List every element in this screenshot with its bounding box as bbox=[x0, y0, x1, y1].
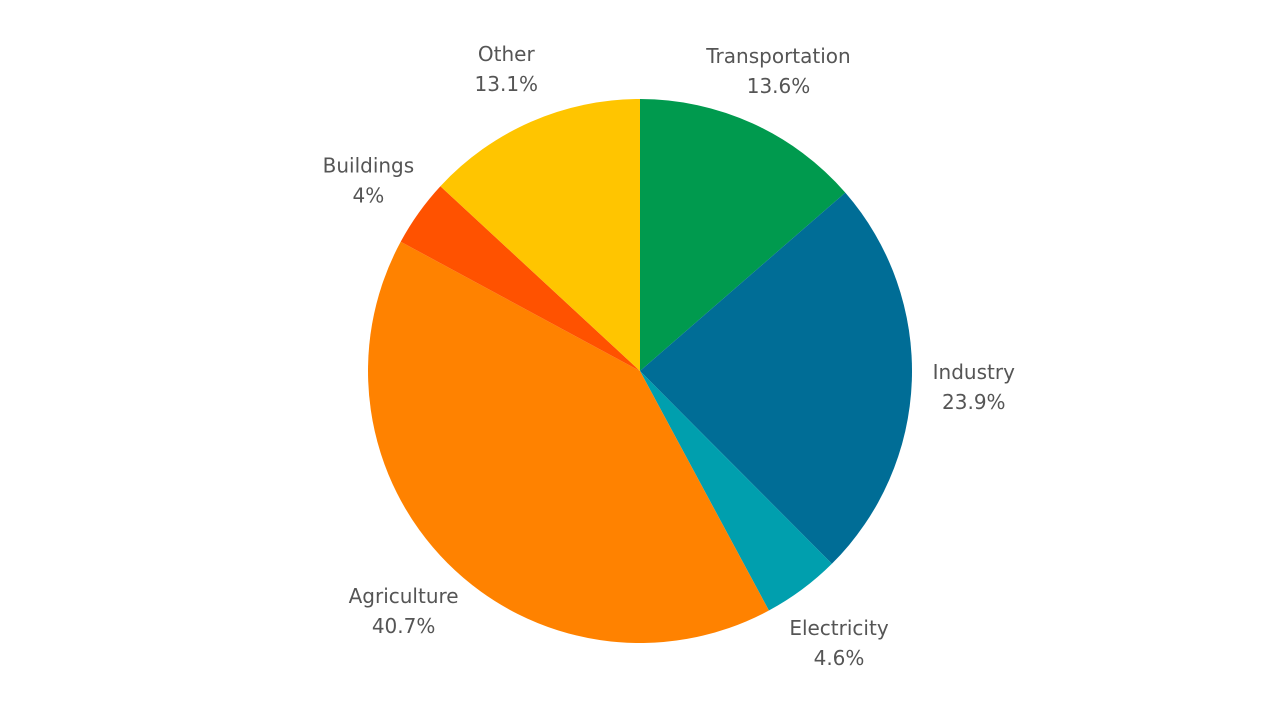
slice-label-electricity: Electricity bbox=[789, 616, 889, 640]
slice-value-industry: 23.9% bbox=[942, 390, 1006, 414]
pie-slice-electricity bbox=[640, 371, 832, 611]
slice-label-transportation: Transportation bbox=[705, 44, 850, 68]
slice-label-industry: Industry bbox=[933, 360, 1015, 384]
slice-label-other: Other bbox=[478, 42, 536, 66]
slice-value-other: 13.1% bbox=[475, 72, 539, 96]
slice-label-agriculture: Agriculture bbox=[349, 584, 459, 608]
pie-slice-industry bbox=[640, 192, 913, 564]
slice-value-transportation: 13.6% bbox=[747, 74, 811, 98]
slice-value-electricity: 4.6% bbox=[814, 646, 865, 670]
slice-label-buildings: Buildings bbox=[323, 154, 415, 178]
pie-slice-other bbox=[440, 98, 640, 371]
pie-slice-agriculture bbox=[368, 241, 769, 644]
slice-value-agriculture: 40.7% bbox=[372, 614, 436, 638]
slice-value-buildings: 4% bbox=[353, 184, 385, 208]
pie-slice-transportation bbox=[640, 99, 846, 371]
pie-slice-buildings bbox=[400, 186, 640, 371]
